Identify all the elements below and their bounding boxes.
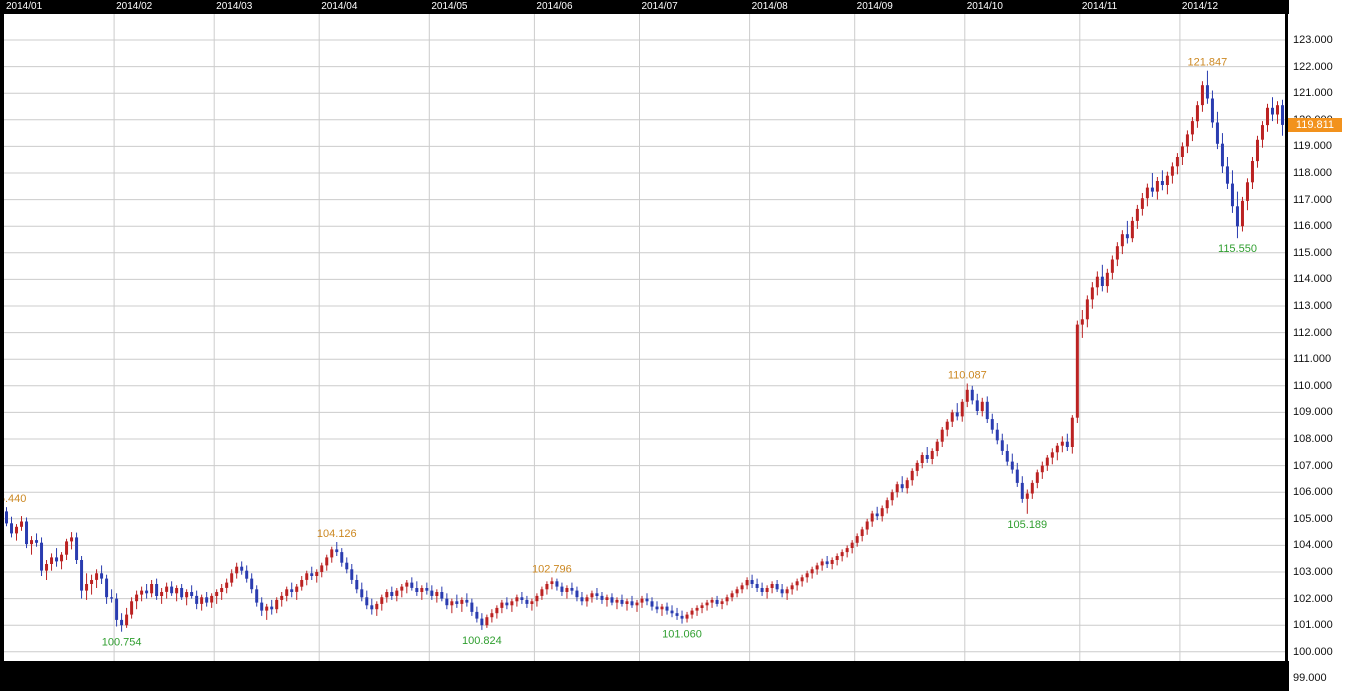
x-axis: 2014/01 2014/02 2014/03 2014/04 2014/05 2014/… — [0, 0, 1289, 14]
y-axis-label: 114.000 — [1293, 273, 1332, 286]
y-axis-label: 105.000 — [1293, 512, 1333, 525]
price-annotation: 115.550 — [1218, 243, 1257, 255]
y-axis-label: 113.000 — [1293, 300, 1332, 312]
price-annotation: 105.189 — [1007, 519, 1047, 531]
y-axis-label: 117.000 — [1293, 193, 1332, 206]
y-axis-label: 116.000 — [1293, 220, 1332, 233]
y-axis-label: 103.000 — [1293, 566, 1333, 578]
price-annotation: 100.824 — [462, 635, 502, 647]
y-axis-label: 123.000 — [1293, 34, 1333, 46]
price-annotation: 101.060 — [662, 629, 702, 641]
axis-separator-line — [1285, 0, 1288, 691]
bottom-border — [0, 661, 1289, 691]
x-axis-label: 2014/10 — [966, 1, 1003, 12]
y-axis-label: 108.000 — [1293, 433, 1333, 445]
y-axis-label: 115.000 — [1293, 246, 1332, 259]
y-axis-label: 107.000 — [1293, 459, 1333, 472]
x-axis-label: 2014/12 — [1181, 1, 1219, 12]
price-annotation: 121.847 — [1188, 57, 1228, 69]
x-axis-label: 2014/09 — [856, 1, 893, 12]
x-axis-label: 2014/05 — [431, 1, 468, 12]
y-axis-label: 102.000 — [1293, 592, 1333, 605]
price-annotation: 105.440 — [0, 493, 26, 505]
x-axis-label: 2014/02 — [116, 1, 153, 12]
x-axis-label: 2014/04 — [321, 1, 358, 12]
y-axis-label: 122.000 — [1293, 60, 1333, 73]
y-axis-label: 112.000 — [1293, 326, 1332, 339]
x-axis-label: 2014/03 — [216, 1, 253, 12]
x-axis-label: 2014/11 — [1081, 1, 1118, 12]
y-axis-label: 109.000 — [1293, 406, 1333, 419]
price-annotation: 104.126 — [317, 528, 357, 540]
y-axis-label: 99.000 — [1293, 672, 1327, 685]
y-axis-label: 101.000 — [1293, 619, 1333, 632]
price-annotation: 102.796 — [532, 563, 572, 575]
y-axis-label: 119.000 — [1293, 140, 1332, 153]
x-axis-label: 2014/07 — [641, 1, 678, 12]
x-axis-label: 2014/01 — [6, 1, 43, 12]
y-axis-label: 121.000 — [1293, 87, 1333, 100]
candlestick-plot[interactable]: 105.440 100.754 104.126 100.824 102.796 101.0… — [0, 0, 1289, 691]
x-axis-label: 2014/06 — [536, 1, 573, 12]
y-axis-label: 110.000 — [1293, 379, 1332, 392]
price-annotation: 110.087 — [948, 370, 987, 382]
y-axis-label: 106.000 — [1293, 486, 1333, 499]
y-axis-label: 100.000 — [1293, 645, 1333, 658]
price-annotation: 100.754 — [102, 637, 142, 649]
y-axis-label: 104.000 — [1293, 539, 1333, 552]
y-axis: 123.000122.000121.000120.000119.000118.0… — [1288, 0, 1348, 691]
left-border — [0, 0, 4, 691]
y-axis-label: 111.000 — [1293, 353, 1332, 366]
current-price-badge: 119.811 — [1288, 117, 1342, 132]
y-axis-label: 118.000 — [1293, 167, 1332, 179]
x-axis-label: 2014/08 — [751, 1, 788, 12]
